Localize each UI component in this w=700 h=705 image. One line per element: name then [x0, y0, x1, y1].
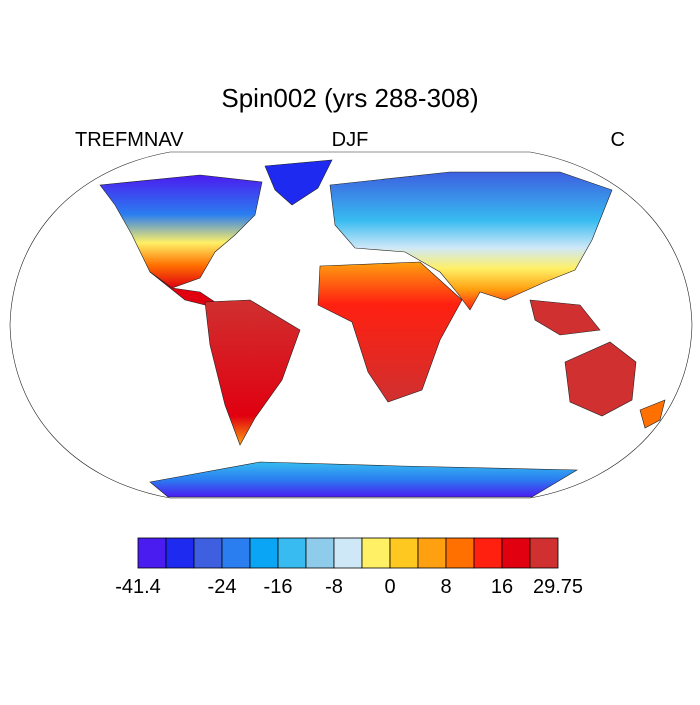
colorbar-label: 8 [440, 576, 451, 598]
colorbar-label: 16 [491, 576, 513, 598]
colorbar-box [361, 537, 391, 569]
colorbar-box [389, 537, 419, 569]
colorbar-box [193, 537, 223, 569]
colorbar-label: -8 [325, 576, 343, 598]
greenland [264, 159, 333, 206]
variable-label: TREFMNAV [75, 129, 184, 151]
colorbar: -41.4 -24 -16 -8 0 8 16 29.75 [115, 537, 583, 598]
new-zealand [639, 399, 666, 429]
colorbar-box [473, 537, 503, 569]
colorbar-box [277, 537, 307, 569]
colorbar-box [165, 537, 195, 569]
colorbar-box [445, 537, 475, 569]
colorbar-label: -24 [208, 576, 237, 598]
colorbar-box [305, 537, 335, 569]
season-label: DJF [332, 129, 369, 151]
colorbar-label: -16 [264, 576, 293, 598]
colorbar-label: -41.4 [115, 576, 161, 598]
title: Spin002 (yrs 288-308) [221, 83, 478, 113]
colorbar-label: 29.75 [533, 576, 583, 598]
north-america [99, 174, 263, 289]
colorbar-box [529, 537, 559, 569]
colorbar-box [417, 537, 447, 569]
map [9, 151, 693, 499]
eurasia [329, 171, 613, 311]
units-label: C [611, 129, 625, 151]
colorbar-box [221, 537, 251, 569]
colorbar-box [249, 537, 279, 569]
south-america [204, 299, 301, 446]
australia [564, 341, 637, 417]
antarctica [149, 461, 579, 498]
colorbar-label: 0 [384, 576, 395, 598]
colorbar-box [333, 537, 363, 569]
maritime-asia [529, 299, 601, 336]
africa [317, 261, 463, 403]
colorbar-box [501, 537, 531, 569]
colorbar-box [137, 537, 167, 569]
